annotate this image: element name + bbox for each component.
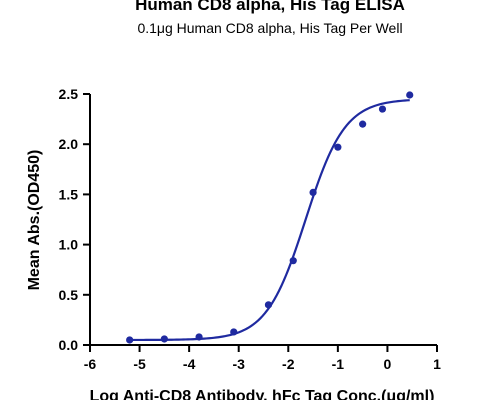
data-point [230,328,238,336]
chart-subtitle: 0.1μg Human CD8 alpha, His Tag Per Well [137,20,402,36]
y-tick-label: 0.5 [59,287,79,303]
y-tick-label: 2.5 [59,86,79,102]
data-point [359,120,367,128]
y-axis-title: Mean Abs.(OD450) [26,150,43,291]
data-point [264,301,273,309]
x-tick-label: -6 [84,356,97,372]
plot-area: -6 -5 -4 -3 -2 -1 0 1 0.0 0.5 1.0 1.5 2.0 2.5 [59,86,442,372]
x-tick-label: 0 [384,356,392,372]
chart-title: Human CD8 alpha, His Tag ELISA [135,0,405,14]
x-tick-label: -1 [332,356,345,372]
x-axis-title: Log Anti-CD8 Antibody, hFc Tag Conc.(μg/… [90,388,435,400]
data-point [195,333,203,341]
y-tick-label: 1.0 [59,237,79,253]
y-tick-label: 0.0 [59,337,79,353]
data-point [309,188,317,196]
y-tick-label: 1.5 [59,186,79,202]
data-point [378,105,387,113]
data-point [289,257,297,265]
data-point [126,336,134,344]
x-tick-label: -4 [183,356,196,372]
x-tick-label: -5 [133,356,146,372]
x-tick-label: 1 [433,356,441,372]
x-tick-label: -2 [282,356,295,372]
data-point [406,91,414,99]
data-point [160,335,168,343]
x-tick-label: -3 [232,356,245,372]
y-tick-label: 2.0 [59,136,79,152]
data-point [334,143,342,151]
